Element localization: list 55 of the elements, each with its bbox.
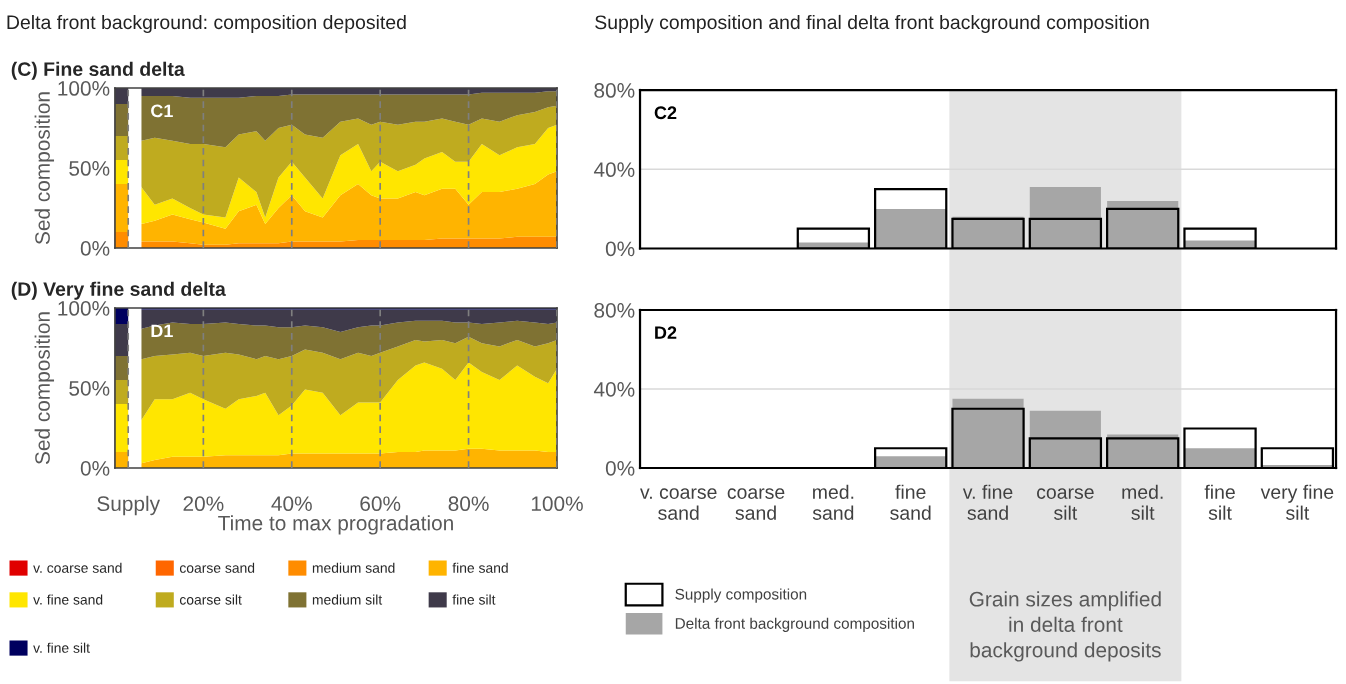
x-tick-label: 100% (531, 496, 583, 512)
x-tick-label: coarse sand (727, 488, 785, 520)
legend-label: fine sand (452, 562, 508, 573)
y-axis-title: Sed composition (34, 312, 55, 465)
x-tick-label: very fine silt (1260, 484, 1334, 520)
x-tick-label: fine sand (890, 484, 931, 520)
bar (1029, 410, 1101, 468)
chart-title: (D) Very fine sand delta (11, 281, 226, 300)
x-tick-label: 20% (183, 496, 224, 512)
band-label: Grain sizes amplified in delta front background deposits (969, 591, 1161, 662)
x-tick-label: v. coarse sand (640, 488, 717, 520)
bar (1107, 200, 1179, 249)
y-tick-label: 40% (593, 162, 635, 178)
text: Delta front background: composition deposited (7, 14, 406, 33)
bar (1029, 187, 1101, 249)
x-tick-label: 80% (448, 496, 489, 512)
y-axis-title: Sed composition (34, 92, 55, 245)
x-tick-label: 40% (271, 496, 312, 512)
x-tick-label: 60% (360, 496, 401, 512)
y-tick-label: 0% (605, 460, 635, 476)
bar (875, 208, 947, 249)
x-tick-label: fine silt (1204, 484, 1235, 520)
legend-label: coarse silt (179, 594, 242, 605)
legend-label: coarse sand (179, 562, 255, 573)
legend-label: medium sand (312, 562, 395, 573)
legend-label: v. fine sand (33, 594, 103, 605)
annotation: D1 (151, 324, 173, 338)
x-tick-label: v. fine sand (962, 484, 1013, 520)
x-tick-label: med. sand (812, 484, 854, 520)
x-axis-title: Time to max progradation (218, 515, 453, 535)
chart-title: (C) Fine sand delta (11, 61, 185, 80)
annotation: C2 (654, 106, 677, 120)
y-tick-label: 80% (594, 302, 635, 318)
x-tick-label: coarse silt (1037, 488, 1094, 520)
y-tick-label: 0% (605, 241, 635, 257)
y-tick-label: 50% (69, 161, 110, 176)
x-tick-label: Supply (97, 495, 161, 516)
y-tick-label: 40% (593, 381, 635, 397)
legend-label: Delta front background composition (675, 617, 914, 632)
legend-label: v. coarse sand (33, 562, 122, 573)
y-tick-label: 0% (80, 460, 110, 476)
y-tick-label: 0% (80, 241, 110, 256)
annotation: D2 (655, 326, 677, 339)
bar (1184, 448, 1256, 468)
y-tick-label: 100% (58, 301, 110, 316)
legend-label: v. fine silt (33, 642, 90, 653)
annotation: C1 (151, 104, 173, 118)
y-tick-label: 50% (69, 381, 110, 396)
text: Supply composition and final delta front background composition (595, 14, 1149, 33)
x-tick-label: med. silt (1122, 484, 1163, 520)
legend-label: Supply composition (675, 588, 807, 603)
legend-label: fine silt (452, 594, 496, 605)
y-tick-label: 80% (594, 83, 635, 98)
y-tick-label: 100% (58, 81, 110, 96)
legend-label: medium silt (312, 594, 383, 605)
